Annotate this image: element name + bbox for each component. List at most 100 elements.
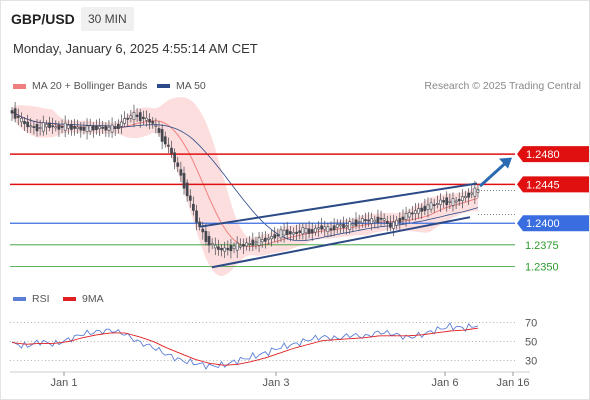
candle-up xyxy=(470,192,474,195)
ma20-legend-label: MA 20 + Bollinger Bands xyxy=(32,80,148,92)
candle-down xyxy=(151,121,155,124)
candle-up xyxy=(429,202,433,210)
candle-up xyxy=(304,228,308,234)
level-label-1.2400: 1.2400 xyxy=(526,218,560,230)
candle-down xyxy=(51,125,55,128)
candle-up xyxy=(404,213,408,220)
candle-up xyxy=(370,218,374,224)
candle-down xyxy=(263,237,267,242)
candle-down xyxy=(26,121,29,128)
candle-down xyxy=(385,220,389,224)
candle-down xyxy=(220,247,223,251)
candle-up xyxy=(348,221,352,230)
ma50-line xyxy=(11,111,479,242)
level-tag-1.2400 xyxy=(517,215,589,232)
candle-up xyxy=(245,242,248,247)
candle-up xyxy=(282,230,286,236)
candle-down xyxy=(188,195,192,201)
candle-down xyxy=(251,239,255,246)
candle-down xyxy=(229,245,233,252)
candle-up xyxy=(392,221,395,229)
candle-down xyxy=(32,126,36,128)
candle-up xyxy=(98,126,101,130)
candle-down xyxy=(310,229,314,234)
legend-ma20: MA 20 + Bollinger Bands xyxy=(13,80,147,92)
candle-up xyxy=(235,242,239,251)
candle-up xyxy=(210,243,214,246)
candle-up xyxy=(407,212,411,218)
candle-up xyxy=(132,112,136,120)
rsi-legend-label: RSI xyxy=(32,293,50,305)
candle-down xyxy=(57,124,61,130)
candle-down xyxy=(226,247,230,251)
credit-label: Research © 2025 Trading Central xyxy=(424,80,581,92)
candle-up xyxy=(267,237,270,240)
candle-up xyxy=(314,227,317,233)
candle-up xyxy=(41,122,45,132)
candle-up xyxy=(232,245,236,249)
level-label-1.2350: 1.2350 xyxy=(525,261,559,273)
candle-up xyxy=(426,204,430,210)
candle-down xyxy=(298,230,302,233)
candle-down xyxy=(82,127,86,131)
candle-down xyxy=(288,231,292,235)
x-tick-label: Jan 1 xyxy=(51,377,78,389)
candle-down xyxy=(167,144,170,147)
candle-down xyxy=(126,117,130,120)
candle-down xyxy=(60,125,64,128)
legend-ma9: 9MA xyxy=(63,293,104,305)
candle-up xyxy=(454,200,458,203)
candle-up xyxy=(248,242,252,245)
candle-up xyxy=(145,117,148,121)
x-tick-label: Jan 16 xyxy=(496,377,529,389)
candle-up xyxy=(38,127,42,129)
candle-up xyxy=(260,239,264,243)
candle-down xyxy=(367,219,370,222)
candle-down xyxy=(16,115,20,118)
candle-down xyxy=(364,219,367,222)
candle-down xyxy=(207,236,211,246)
candle-down xyxy=(445,197,449,206)
candle-up xyxy=(339,224,342,227)
candle-up xyxy=(357,221,361,223)
candle-up xyxy=(448,200,452,203)
candle-down xyxy=(73,125,76,129)
ma50-legend-label: MA 50 xyxy=(176,80,206,92)
candle-up xyxy=(85,125,89,133)
candle-down xyxy=(138,112,142,122)
candle-down xyxy=(307,228,311,234)
level-label-1.2445: 1.2445 xyxy=(526,179,560,191)
candle-down xyxy=(70,124,73,130)
x-tick-label: Jan 3 xyxy=(263,377,290,389)
level-tag-1.2445 xyxy=(517,176,589,193)
candle-down xyxy=(285,229,289,236)
candle-down xyxy=(432,204,436,207)
timeframe-badge[interactable]: 30 MIN xyxy=(81,7,134,31)
candle-up xyxy=(63,122,67,131)
candle-down xyxy=(10,110,14,114)
rsi-line xyxy=(11,322,479,370)
candle-down xyxy=(160,129,164,142)
candle-up xyxy=(66,124,70,129)
candle-down xyxy=(276,234,280,237)
candle-down xyxy=(170,147,173,154)
candle-up xyxy=(461,196,464,201)
candle-down xyxy=(410,212,414,215)
candle-down xyxy=(342,223,345,228)
candle-down xyxy=(398,218,402,223)
candle-up xyxy=(451,198,455,206)
bollinger-band xyxy=(12,97,478,277)
candle-down xyxy=(116,123,120,129)
candle-up xyxy=(382,218,386,221)
candle-down xyxy=(195,210,198,223)
candle-up xyxy=(88,125,92,132)
candle-up xyxy=(345,225,348,228)
candle-up xyxy=(20,118,23,123)
candle-down xyxy=(104,125,108,131)
candle-down xyxy=(135,114,139,117)
candle-down xyxy=(35,124,39,132)
candle-down xyxy=(192,203,195,211)
candle-down xyxy=(148,119,151,123)
candle-down xyxy=(142,116,145,120)
candle-up xyxy=(464,195,467,198)
